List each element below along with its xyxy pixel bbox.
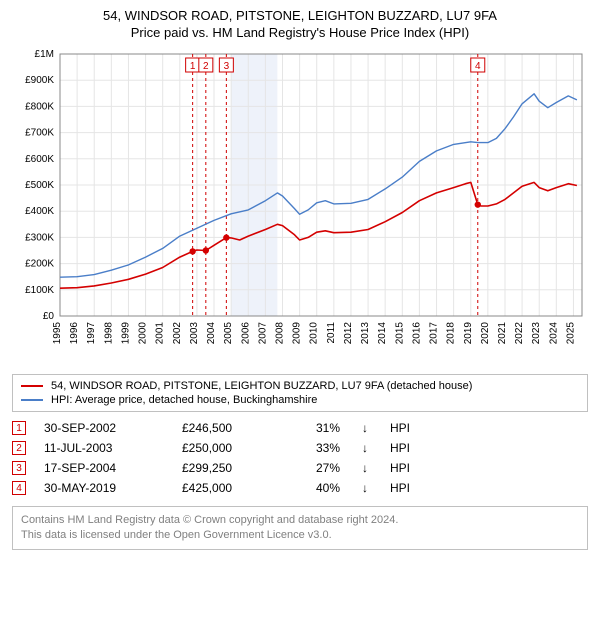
svg-text:3: 3 xyxy=(224,61,230,72)
svg-text:2019: 2019 xyxy=(463,322,474,345)
svg-text:2008: 2008 xyxy=(274,322,285,345)
svg-text:2009: 2009 xyxy=(292,322,303,345)
legend-row: 54, WINDSOR ROAD, PITSTONE, LEIGHTON BUZ… xyxy=(21,379,579,393)
sale-date: 17-SEP-2004 xyxy=(44,461,164,475)
down-arrow-icon: ↓ xyxy=(358,441,372,455)
sale-pct: 31% xyxy=(290,421,340,435)
chart-titles: 54, WINDSOR ROAD, PITSTONE, LEIGHTON BUZ… xyxy=(12,8,588,40)
sale-price: £246,500 xyxy=(182,421,272,435)
svg-text:2004: 2004 xyxy=(206,322,217,345)
svg-text:2020: 2020 xyxy=(480,322,491,345)
legend-swatch xyxy=(21,385,43,387)
svg-text:2024: 2024 xyxy=(548,322,559,345)
svg-text:2002: 2002 xyxy=(172,322,183,345)
title-sub: Price paid vs. HM Land Registry's House … xyxy=(12,25,588,40)
svg-text:2016: 2016 xyxy=(411,322,422,345)
sale-row: 1 30-SEP-2002 £246,500 31% ↓ HPI xyxy=(12,418,588,438)
down-arrow-icon: ↓ xyxy=(358,461,372,475)
svg-text:2017: 2017 xyxy=(429,322,440,345)
svg-text:£0: £0 xyxy=(43,311,55,322)
footer-line-2: This data is licensed under the Open Gov… xyxy=(21,528,579,543)
legend-label: HPI: Average price, detached house, Buck… xyxy=(51,394,317,406)
svg-text:1997: 1997 xyxy=(86,322,97,345)
sale-hpi-label: HPI xyxy=(390,461,430,475)
svg-text:£300K: £300K xyxy=(25,232,54,243)
sale-row: 2 11-JUL-2003 £250,000 33% ↓ HPI xyxy=(12,438,588,458)
svg-text:2023: 2023 xyxy=(531,322,542,345)
svg-text:2022: 2022 xyxy=(514,322,525,345)
svg-text:£500K: £500K xyxy=(25,180,54,191)
svg-text:2012: 2012 xyxy=(343,322,354,345)
sale-hpi-label: HPI xyxy=(390,481,430,495)
svg-text:2003: 2003 xyxy=(189,322,200,345)
svg-text:£100K: £100K xyxy=(25,285,54,296)
sale-pct: 27% xyxy=(290,461,340,475)
svg-text:2015: 2015 xyxy=(394,322,405,345)
legend-swatch xyxy=(21,399,43,401)
svg-text:1995: 1995 xyxy=(52,322,63,345)
svg-text:2: 2 xyxy=(203,61,209,72)
sale-pct: 33% xyxy=(290,441,340,455)
sale-marker: 4 xyxy=(12,481,26,495)
sales-table: 1 30-SEP-2002 £246,500 31% ↓ HPI 2 11-JUL-2003 £… xyxy=(12,418,588,498)
svg-text:2025: 2025 xyxy=(565,322,576,345)
data-attribution: Contains HM Land Registry data © Crown c… xyxy=(12,506,588,550)
svg-text:£200K: £200K xyxy=(25,259,54,270)
svg-text:2000: 2000 xyxy=(138,322,149,345)
svg-text:1999: 1999 xyxy=(120,322,131,345)
sale-hpi-label: HPI xyxy=(390,441,430,455)
sale-date: 30-SEP-2002 xyxy=(44,421,164,435)
footer-line-1: Contains HM Land Registry data © Crown c… xyxy=(21,513,579,528)
down-arrow-icon: ↓ xyxy=(358,481,372,495)
sale-date: 11-JUL-2003 xyxy=(44,441,164,455)
svg-text:1: 1 xyxy=(190,61,196,72)
sale-pct: 40% xyxy=(290,481,340,495)
svg-text:2007: 2007 xyxy=(257,322,268,345)
sale-marker: 1 xyxy=(12,421,26,435)
svg-text:4: 4 xyxy=(475,61,481,72)
svg-text:2011: 2011 xyxy=(326,322,337,344)
svg-text:£800K: £800K xyxy=(25,101,54,112)
title-main: 54, WINDSOR ROAD, PITSTONE, LEIGHTON BUZ… xyxy=(12,8,588,23)
svg-text:2014: 2014 xyxy=(377,322,388,345)
svg-text:£900K: £900K xyxy=(25,75,54,86)
sale-hpi-label: HPI xyxy=(390,421,430,435)
svg-text:2005: 2005 xyxy=(223,322,234,345)
svg-text:£400K: £400K xyxy=(25,206,54,217)
sale-row: 4 30-MAY-2019 £425,000 40% ↓ HPI xyxy=(12,478,588,498)
legend-row: HPI: Average price, detached house, Buck… xyxy=(21,393,579,407)
sale-row: 3 17-SEP-2004 £299,250 27% ↓ HPI xyxy=(12,458,588,478)
svg-text:2013: 2013 xyxy=(360,322,371,345)
down-arrow-icon: ↓ xyxy=(358,421,372,435)
svg-text:£1M: £1M xyxy=(35,49,54,60)
sale-marker: 3 xyxy=(12,461,26,475)
sale-price: £425,000 xyxy=(182,481,272,495)
svg-text:2010: 2010 xyxy=(309,322,320,345)
svg-text:2001: 2001 xyxy=(155,322,166,345)
sale-price: £250,000 xyxy=(182,441,272,455)
sale-price: £299,250 xyxy=(182,461,272,475)
svg-text:1998: 1998 xyxy=(103,322,114,345)
svg-text:1996: 1996 xyxy=(69,322,80,345)
legend: 54, WINDSOR ROAD, PITSTONE, LEIGHTON BUZ… xyxy=(12,374,588,412)
price-chart: £0 £100K £200K £300K £400K £500K £600K £700K £80… xyxy=(12,46,588,366)
legend-label: 54, WINDSOR ROAD, PITSTONE, LEIGHTON BUZ… xyxy=(51,380,472,392)
sale-date: 30-MAY-2019 xyxy=(44,481,164,495)
svg-text:2021: 2021 xyxy=(497,322,508,345)
svg-text:£600K: £600K xyxy=(25,154,54,165)
svg-text:2006: 2006 xyxy=(240,322,251,345)
svg-text:2018: 2018 xyxy=(446,322,457,345)
svg-text:£700K: £700K xyxy=(25,128,54,139)
sale-marker: 2 xyxy=(12,441,26,455)
